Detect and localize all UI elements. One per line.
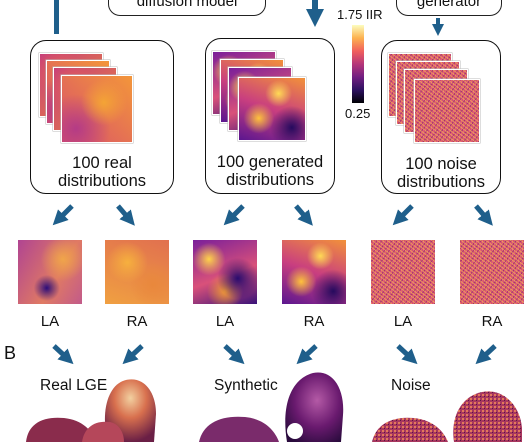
generated-distributions-line2: distributions xyxy=(225,171,315,189)
real-distributions-line1: 100 real xyxy=(72,154,132,172)
arrow-ra-to-synthetic-heart xyxy=(296,344,318,365)
generated-distributions-box: 100 generated distributions xyxy=(205,38,335,194)
synthetic-header: Synthetic xyxy=(214,377,278,394)
colorbar-max-label: 1.75 IIR xyxy=(337,7,383,22)
real-distributions-box: 100 real distributions xyxy=(30,40,174,194)
arrow-noise-to-la xyxy=(392,204,414,226)
synthetic-heart-render xyxy=(199,372,344,442)
arrow-into-generated xyxy=(306,0,324,27)
arrow-gen-to-la xyxy=(223,204,245,226)
diffusion-model-label: diffusion model xyxy=(136,0,238,10)
real-ra-map xyxy=(105,240,169,304)
left-connector-line xyxy=(54,0,59,34)
generated-la-label: LA xyxy=(215,313,235,330)
noise-ra-label: RA xyxy=(481,313,503,330)
generator-box: generator xyxy=(396,0,502,16)
noise-la-map xyxy=(371,240,435,304)
arrow-ra-to-real-heart xyxy=(122,344,144,365)
noise-distributions-line2: distributions xyxy=(396,173,486,191)
real-lge-heart-render xyxy=(26,379,156,442)
arrows-row-2 xyxy=(52,344,497,365)
arrow-real-to-la xyxy=(52,204,74,226)
noise-heart-render xyxy=(372,391,522,442)
colorbar-min-label: 0.25 xyxy=(345,106,371,121)
noise-map-card xyxy=(414,79,480,143)
arrow-la-to-real-heart xyxy=(52,344,74,365)
panel-b-letter: B xyxy=(4,343,17,363)
real-distributions-line2: distributions xyxy=(57,172,147,190)
arrow-into-noise xyxy=(432,18,444,36)
generated-la-map xyxy=(193,240,257,304)
noise-la-label: LA xyxy=(393,313,413,330)
noise-distributions-box: 100 noise distributions xyxy=(381,40,501,194)
generated-ra-label: RA xyxy=(303,313,325,330)
real-ra-label: RA xyxy=(126,313,148,330)
arrow-noise-to-ra xyxy=(474,204,493,226)
noise-header: Noise xyxy=(391,377,431,394)
arrow-ra-to-noise-heart xyxy=(475,344,497,365)
diffusion-model-box: diffusion model xyxy=(108,0,266,16)
colorbar xyxy=(352,25,364,103)
generated-map-card xyxy=(238,77,306,141)
generator-label: generator xyxy=(416,0,482,10)
arrow-gen-to-ra xyxy=(294,204,313,226)
arrows-row-1 xyxy=(52,204,493,226)
arrow-real-to-ra xyxy=(116,204,135,226)
noise-ra-map xyxy=(460,240,524,304)
generated-distributions-line1: 100 generated xyxy=(216,153,324,171)
real-la-map xyxy=(18,240,82,304)
noise-distributions-line1: 100 noise xyxy=(405,155,477,173)
real-map-card xyxy=(61,75,133,143)
arrow-la-to-noise-heart xyxy=(396,344,418,365)
arrow-la-to-synthetic-heart xyxy=(223,344,245,365)
generated-ra-map xyxy=(282,240,346,304)
real-lge-header: Real LGE xyxy=(40,377,108,394)
real-la-label: LA xyxy=(40,313,60,330)
